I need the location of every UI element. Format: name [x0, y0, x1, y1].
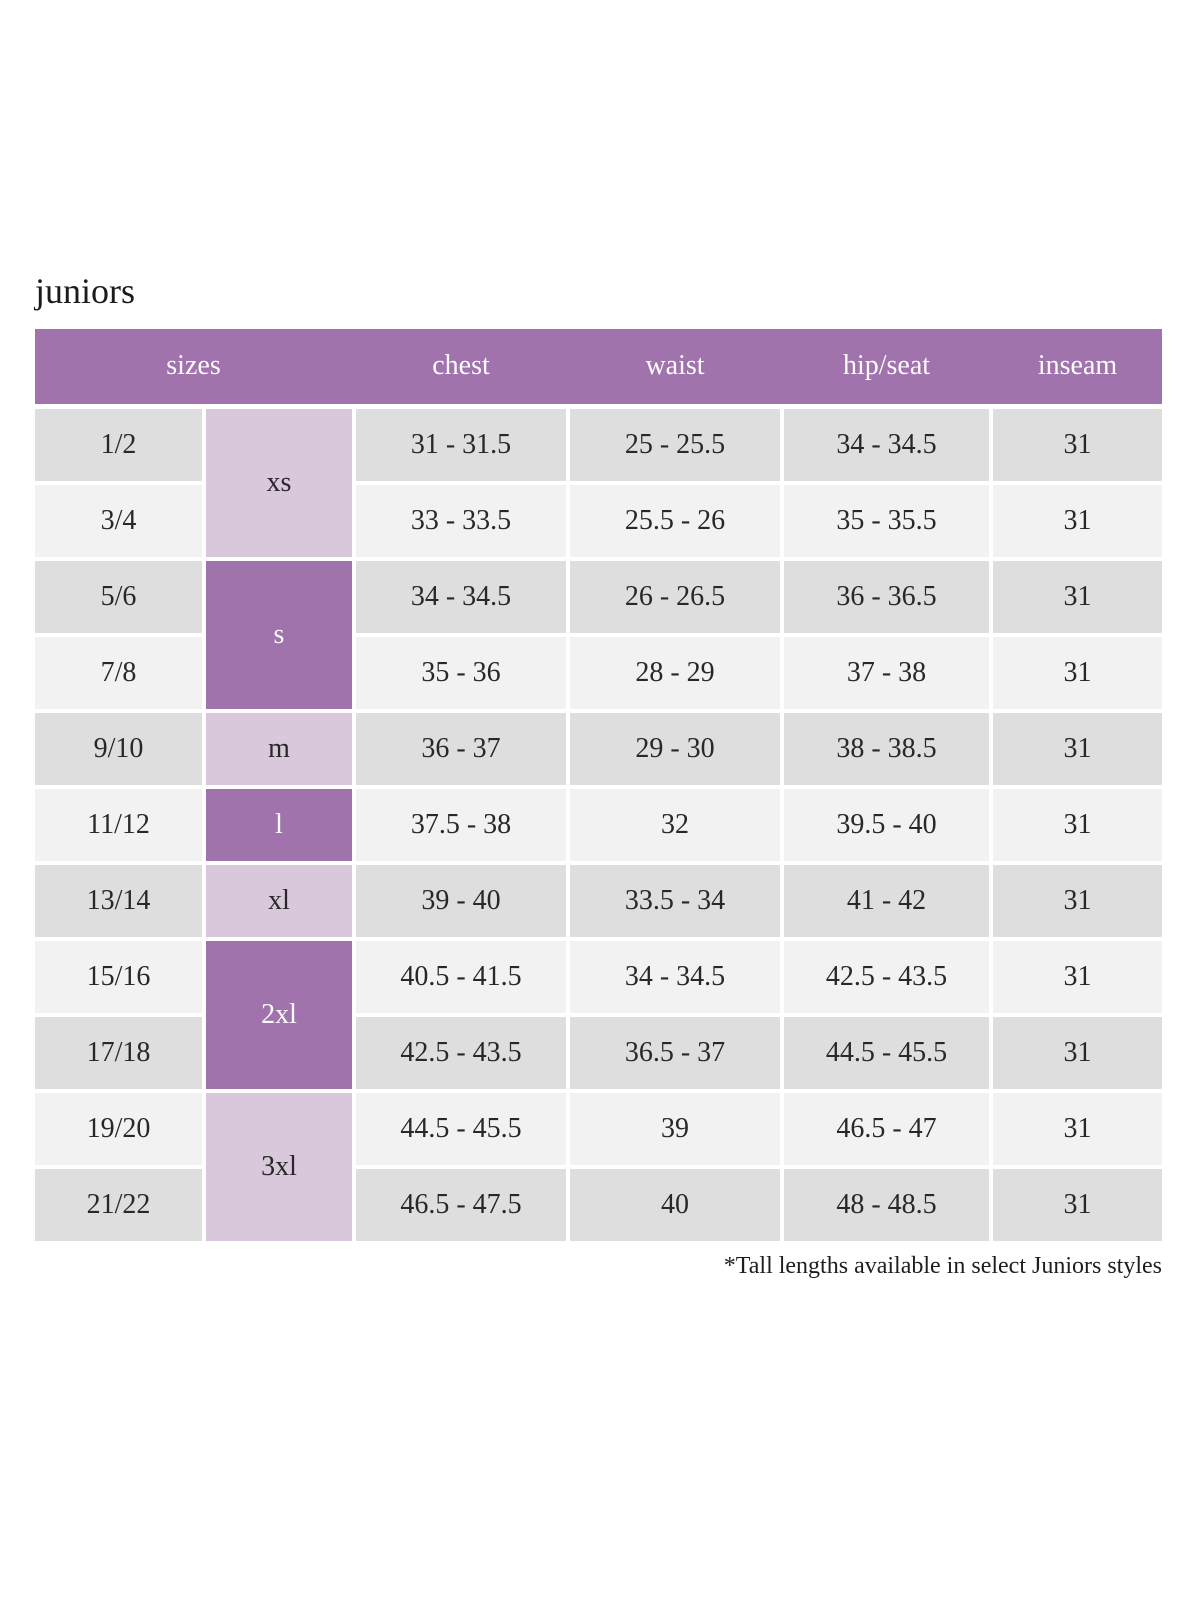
inseam-cell: 31 [993, 1092, 1162, 1165]
hip-seat-cell: 34 - 34.5 [784, 408, 989, 481]
size-number-cell: 17/18 [35, 1016, 202, 1089]
chest-cell: 44.5 - 45.5 [356, 1092, 566, 1165]
chest-cell: 39 - 40 [356, 864, 566, 937]
hip-seat-cell: 46.5 - 47 [784, 1092, 989, 1165]
waist-cell: 33.5 - 34 [570, 864, 780, 937]
waist-cell: 26 - 26.5 [570, 560, 780, 633]
inseam-cell: 31 [993, 408, 1162, 481]
chest-cell: 34 - 34.5 [356, 560, 566, 633]
hip-seat-cell: 35 - 35.5 [784, 484, 989, 557]
waist-cell: 39 [570, 1092, 780, 1165]
size-letter-cell: m [206, 712, 352, 785]
header-chest: chest [432, 350, 490, 382]
hip-seat-cell: 37 - 38 [784, 636, 989, 709]
chest-cell: 33 - 33.5 [356, 484, 566, 557]
chest-cell: 36 - 37 [356, 712, 566, 785]
waist-cell: 34 - 34.5 [570, 940, 780, 1013]
hip-seat-cell: 38 - 38.5 [784, 712, 989, 785]
chest-cell: 35 - 36 [356, 636, 566, 709]
size-number-cell: 1/2 [35, 408, 202, 481]
size-number-cell: 5/6 [35, 560, 202, 633]
waist-cell: 28 - 29 [570, 636, 780, 709]
inseam-cell: 31 [993, 940, 1162, 1013]
inseam-cell: 31 [993, 712, 1162, 785]
hip-seat-cell: 41 - 42 [784, 864, 989, 937]
size-number-cell: 3/4 [35, 484, 202, 557]
waist-cell: 25.5 - 26 [570, 484, 780, 557]
size-number-cell: 11/12 [35, 788, 202, 861]
chest-cell: 31 - 31.5 [356, 408, 566, 481]
size-letter-cell: 3xl [206, 1092, 352, 1241]
tall-lengths-footnote: *Tall lengths available in select Junior… [723, 1252, 1162, 1279]
hip-seat-cell: 48 - 48.5 [784, 1168, 989, 1241]
chest-cell: 46.5 - 47.5 [356, 1168, 566, 1241]
chest-cell: 40.5 - 41.5 [356, 940, 566, 1013]
size-number-cell: 21/22 [35, 1168, 202, 1241]
juniors-size-chart: sizes chest waist hip/seat inseam 1/2 xs… [35, 328, 1162, 1241]
inseam-cell: 31 [993, 560, 1162, 633]
size-letter-cell: xl [206, 864, 352, 937]
waist-cell: 40 [570, 1168, 780, 1241]
waist-cell: 32 [570, 788, 780, 861]
size-number-cell: 13/14 [35, 864, 202, 937]
inseam-cell: 31 [993, 864, 1162, 937]
size-number-cell: 9/10 [35, 712, 202, 785]
chest-cell: 37.5 - 38 [356, 788, 566, 861]
header-hip-seat: hip/seat [842, 350, 931, 382]
header-waist: waist [645, 350, 705, 382]
table-header-row: sizes chest waist hip/seat inseam [35, 328, 1162, 404]
inseam-cell: 31 [993, 484, 1162, 557]
waist-cell: 29 - 30 [570, 712, 780, 785]
table-body: 1/2 xs 31 - 31.5 25 - 25.5 34 - 34.5 31 … [35, 408, 1162, 1241]
size-letter-cell: s [206, 560, 352, 709]
inseam-cell: 31 [993, 636, 1162, 709]
size-number-cell: 19/20 [35, 1092, 202, 1165]
inseam-cell: 31 [993, 1016, 1162, 1089]
inseam-cell: 31 [993, 1168, 1162, 1241]
hip-seat-cell: 39.5 - 40 [784, 788, 989, 861]
size-letter-cell: xs [206, 408, 352, 557]
inseam-cell: 31 [993, 788, 1162, 861]
size-letter-cell: 2xl [206, 940, 352, 1089]
hip-seat-cell: 44.5 - 45.5 [784, 1016, 989, 1089]
chest-cell: 42.5 - 43.5 [356, 1016, 566, 1089]
hip-seat-cell: 36 - 36.5 [784, 560, 989, 633]
size-number-cell: 15/16 [35, 940, 202, 1013]
size-number-cell: 7/8 [35, 636, 202, 709]
size-letter-cell: l [206, 788, 352, 861]
waist-cell: 36.5 - 37 [570, 1016, 780, 1089]
page-title: juniors [35, 271, 136, 311]
waist-cell: 25 - 25.5 [570, 408, 780, 481]
hip-seat-cell: 42.5 - 43.5 [784, 940, 989, 1013]
header-sizes: sizes [166, 350, 221, 382]
header-inseam: inseam [1037, 350, 1118, 382]
